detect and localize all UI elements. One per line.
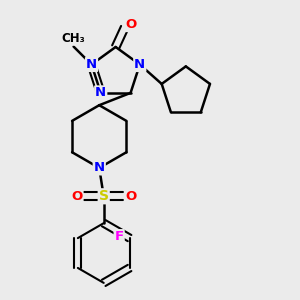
- Text: F: F: [115, 230, 124, 243]
- Text: N: N: [94, 161, 105, 174]
- Text: O: O: [125, 190, 136, 203]
- Text: N: N: [86, 58, 97, 71]
- Text: CH₃: CH₃: [62, 32, 86, 45]
- Text: N: N: [95, 86, 106, 99]
- Text: O: O: [71, 190, 82, 203]
- Text: N: N: [134, 58, 146, 71]
- Text: S: S: [99, 189, 109, 203]
- Text: O: O: [125, 18, 136, 31]
